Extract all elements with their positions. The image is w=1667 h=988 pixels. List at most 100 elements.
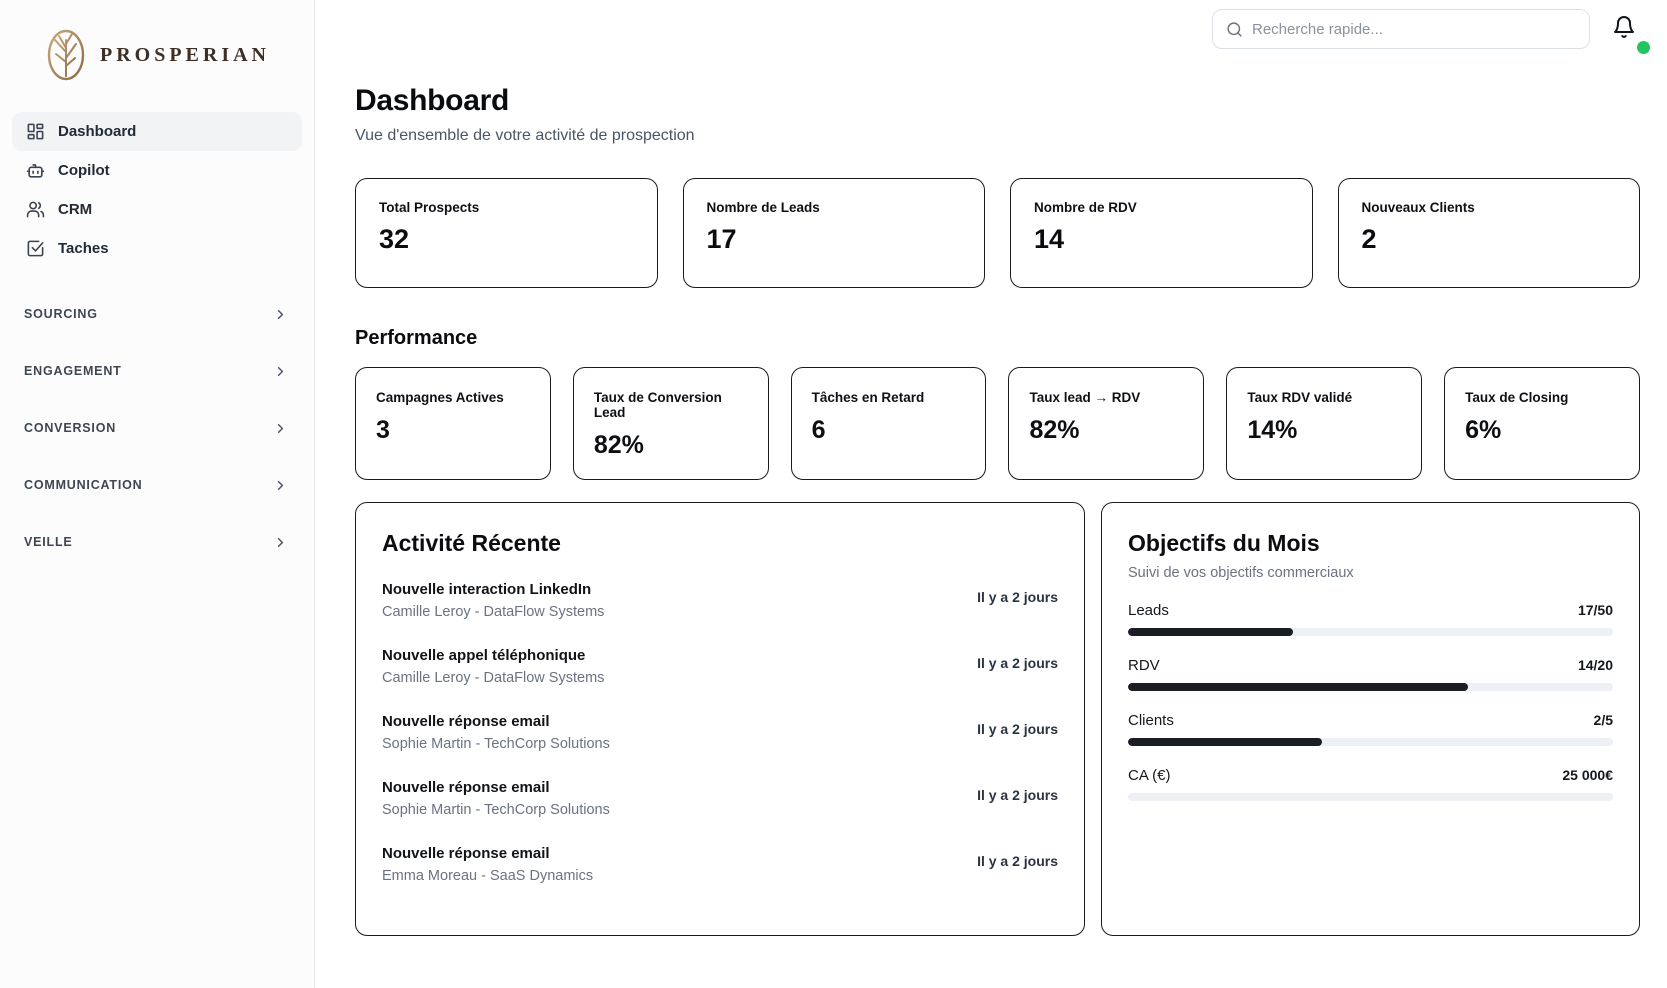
sidebar-section-sourcing[interactable]: SOURCING xyxy=(12,304,302,324)
stat-label: Nouveaux Clients xyxy=(1361,200,1475,215)
chevron-right-icon xyxy=(277,480,284,490)
sidebar-item-crm[interactable]: CRM xyxy=(12,190,302,229)
perf-label: Taux lead → RDV xyxy=(1029,390,1141,405)
stat-value: 14 xyxy=(1034,224,1065,254)
sidebar-item-label: Copilot xyxy=(58,162,110,179)
sidebar-section-veille[interactable]: VEILLE xyxy=(12,532,302,552)
stat-card-nouveaux-clients: Nouveaux Clients 2 xyxy=(1337,178,1640,288)
perf-card-closing: Taux de Closing 6% xyxy=(1444,367,1640,480)
dashboard-grid-icon xyxy=(27,123,44,140)
goal-value: 14/20 xyxy=(1577,657,1613,673)
stat-value: 17 xyxy=(706,224,737,254)
sidebar-item-copilot[interactable]: Copilot xyxy=(12,151,302,190)
progress-bar-track xyxy=(1128,738,1613,746)
monthly-goals-panel: Objectifs du Mois Suivi de vos objectifs… xyxy=(1101,502,1640,936)
monthly-goals-subtitle: Suivi de vos objectifs commerciaux xyxy=(1128,565,1354,581)
sidebar-item-label: Taches xyxy=(58,240,109,257)
search-input[interactable] xyxy=(1252,20,1576,38)
stat-label: Nombre de RDV xyxy=(1034,200,1137,215)
perf-card-campagnes: Campagnes Actives 3 xyxy=(355,367,551,480)
activity-list-item: Nouvelle appel téléphonique Camille Lero… xyxy=(382,647,1058,686)
goal-leads: Leads 17/50 xyxy=(1128,602,1613,636)
activity-title: Nouvelle appel téléphonique xyxy=(382,647,586,664)
goal-clients: Clients 2/5 xyxy=(1128,712,1613,746)
goal-value: 17/50 xyxy=(1577,602,1613,618)
notifications-bell-icon[interactable] xyxy=(1612,15,1636,39)
stat-card-rdv: Nombre de RDV 14 xyxy=(1010,178,1313,288)
perf-value: 6% xyxy=(1465,416,1502,444)
activity-list-item: Nouvelle réponse email Sophie Martin - T… xyxy=(382,713,1058,752)
sidebar-item-label: CRM xyxy=(58,201,93,218)
performance-section-title: Performance xyxy=(355,327,478,349)
activity-title: Nouvelle réponse email xyxy=(382,713,550,730)
monthly-goals-title: Objectifs du Mois xyxy=(1128,530,1320,556)
recent-activity-panel: Activité Récente Nouvelle interaction Li… xyxy=(355,502,1085,936)
section-label: ENGAGEMENT xyxy=(24,364,122,378)
activity-contact: Camille Leroy - DataFlow Systems xyxy=(382,670,605,686)
progress-bar-fill xyxy=(1128,738,1322,746)
perf-card-taches-retard: Tâches en Retard 6 xyxy=(790,367,987,480)
check-square-icon xyxy=(27,240,44,257)
chevron-right-icon xyxy=(277,423,284,433)
bot-icon xyxy=(26,164,45,178)
activity-list-item: Nouvelle réponse email Sophie Martin - T… xyxy=(382,779,1058,818)
tree-logo-icon xyxy=(47,29,85,81)
perf-label: Taux de Conversion Lead xyxy=(593,390,722,420)
brand-logo: PROSPERIAN xyxy=(12,22,302,112)
goal-label: CA (€) xyxy=(1128,767,1171,784)
section-label: SOURCING xyxy=(24,307,98,321)
progress-bar-fill xyxy=(1128,683,1468,691)
perf-card-conversion-lead: Taux de Conversion Lead 82% xyxy=(572,367,769,480)
activity-list-item: Nouvelle interaction LinkedIn Camille Le… xyxy=(382,581,1058,620)
page-title: Dashboard xyxy=(355,84,509,117)
activity-contact: Sophie Martin - TechCorp Solutions xyxy=(382,736,610,752)
activity-time: Il y a 2 jours xyxy=(977,721,1058,737)
progress-bar-fill xyxy=(1128,628,1293,636)
perf-value: 14% xyxy=(1247,416,1298,444)
activity-contact: Emma Moreau - SaaS Dynamics xyxy=(382,868,594,884)
sidebar-item-dashboard[interactable]: Dashboard xyxy=(12,112,302,151)
activity-title: Nouvelle réponse email xyxy=(382,845,550,862)
stat-label: Nombre de Leads xyxy=(706,200,820,215)
sidebar-section-conversion[interactable]: CONVERSION xyxy=(12,418,302,438)
progress-bar-track xyxy=(1128,683,1613,691)
perf-card-rdv-valide: Taux RDV validé 14% xyxy=(1226,367,1423,480)
stat-card-leads: Nombre de Leads 17 xyxy=(682,178,985,288)
page-subtitle: Vue d'ensemble de votre activité de pros… xyxy=(355,127,695,144)
sidebar-section-engagement[interactable]: ENGAGEMENT xyxy=(12,361,302,381)
activity-title: Nouvelle interaction LinkedIn xyxy=(382,581,592,598)
perf-value: 6 xyxy=(811,416,826,444)
sidebar-item-label: Dashboard xyxy=(58,123,137,140)
sidebar-section-communication[interactable]: COMMUNICATION xyxy=(12,475,302,495)
sidebar-sections: SOURCING ENGAGEMENT CONVERSION COMMUNICA… xyxy=(12,304,302,552)
section-label: VEILLE xyxy=(24,535,73,549)
perf-label: Taux de Closing xyxy=(1465,390,1569,405)
stat-value: 2 xyxy=(1361,224,1377,254)
goal-label: RDV xyxy=(1128,657,1160,674)
section-label: COMMUNICATION xyxy=(24,478,143,492)
perf-value: 3 xyxy=(376,416,390,444)
goal-value: 2/5 xyxy=(1593,712,1613,728)
users-icon xyxy=(26,201,45,218)
goal-label: Clients xyxy=(1128,712,1174,729)
perf-value: 82% xyxy=(593,431,644,459)
sidebar-nav: Dashboard Copilot CRM Taches S xyxy=(12,112,302,552)
perf-value: 82% xyxy=(1029,416,1080,444)
perf-label: Campagnes Actives xyxy=(376,390,504,405)
perf-label: Tâches en Retard xyxy=(811,390,925,405)
recent-activity-title: Activité Récente xyxy=(382,530,561,556)
activity-contact: Sophie Martin - TechCorp Solutions xyxy=(382,802,610,818)
section-label: CONVERSION xyxy=(24,421,117,435)
activity-list: Nouvelle interaction LinkedIn Camille Le… xyxy=(382,581,1058,884)
stat-card-total-prospects: Total Prospects 32 xyxy=(355,178,658,288)
sidebar-item-taches[interactable]: Taches xyxy=(12,229,302,268)
progress-bar-track xyxy=(1128,793,1613,801)
activity-title: Nouvelle réponse email xyxy=(382,779,550,796)
sidebar: PROSPERIAN Dashboard Copilot CRM xyxy=(0,0,315,988)
search-icon xyxy=(1227,21,1242,37)
stat-value: 32 xyxy=(379,224,410,254)
activity-contact: Camille Leroy - DataFlow Systems xyxy=(382,604,605,620)
chevron-right-icon xyxy=(277,366,284,376)
perf-label: Taux RDV validé xyxy=(1247,390,1353,405)
global-search[interactable] xyxy=(1212,9,1590,49)
